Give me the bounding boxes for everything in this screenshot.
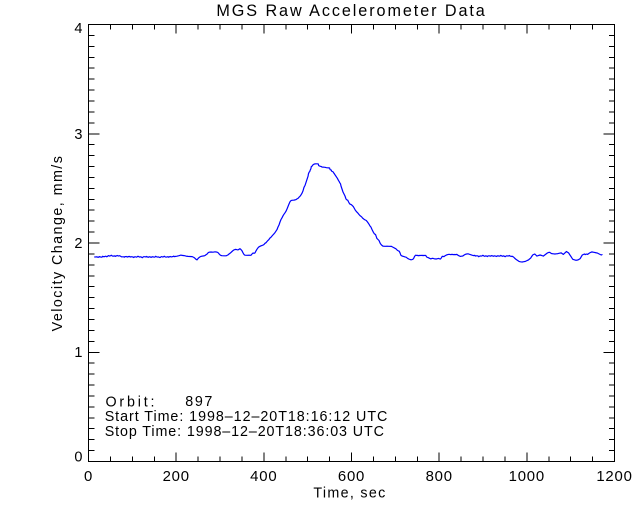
- svg-text:MGS Raw Accelerometer Data: MGS Raw Accelerometer Data: [216, 2, 486, 20]
- svg-text:400: 400: [250, 469, 277, 485]
- svg-text:2: 2: [74, 236, 82, 252]
- svg-text:200: 200: [163, 469, 190, 485]
- svg-text:800: 800: [426, 469, 453, 485]
- svg-text:Velocity Change, mm/s: Velocity Change, mm/s: [50, 155, 66, 332]
- svg-text:0: 0: [84, 469, 93, 485]
- svg-text:4: 4: [74, 21, 82, 37]
- svg-text:Orbit:: Orbit:: [106, 394, 158, 410]
- svg-text:Stop Time: 1998–12–20T18:36:03: Stop Time: 1998–12–20T18:36:03 UTC: [105, 424, 385, 440]
- svg-text:1200: 1200: [596, 469, 632, 485]
- svg-text:Start Time: 1998–12–20T18:16:1: Start Time: 1998–12–20T18:16:12 UTC: [105, 409, 389, 425]
- svg-text:600: 600: [338, 469, 365, 485]
- svg-text:Time, sec: Time, sec: [313, 485, 386, 501]
- svg-text:1000: 1000: [509, 469, 545, 485]
- svg-text:1: 1: [74, 345, 82, 361]
- svg-text:0: 0: [74, 449, 82, 465]
- svg-text:897: 897: [185, 394, 214, 410]
- svg-text:3: 3: [74, 127, 82, 143]
